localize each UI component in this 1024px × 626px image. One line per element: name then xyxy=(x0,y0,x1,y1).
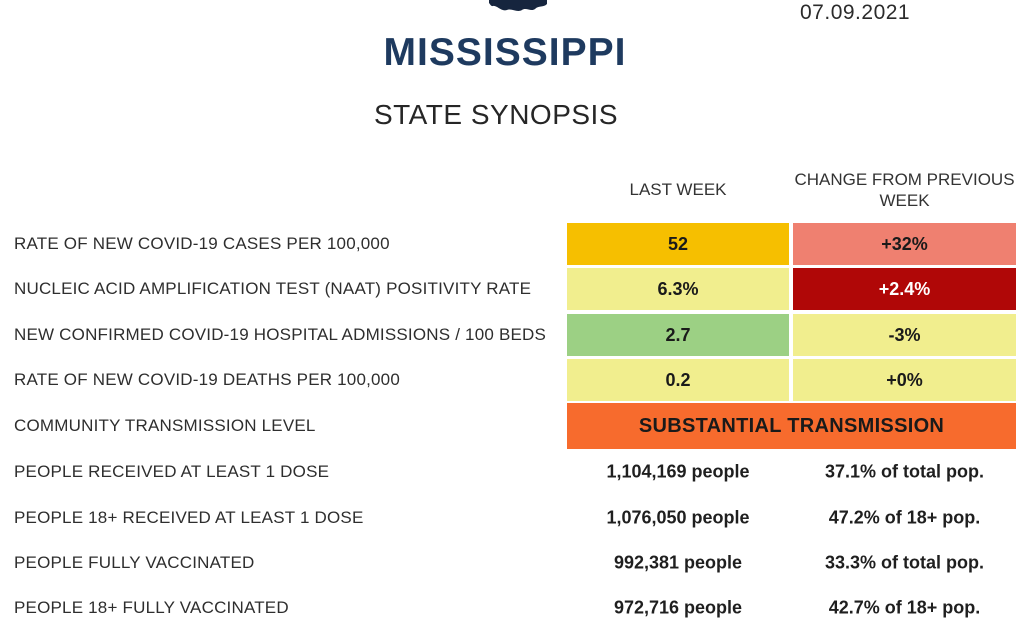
report-date: 07.09.2021 xyxy=(800,1,911,24)
metric-label: NUCLEIC ACID AMPLIFICATION TEST (NAAT) P… xyxy=(14,279,532,298)
report-subtitle: STATE SYNOPSIS xyxy=(373,99,618,130)
vaccination-label: PEOPLE 18+ FULLY VACCINATED xyxy=(14,598,289,617)
metric-row-hospital-admissions: NEW CONFIRMED COVID-19 HOSPITAL ADMISSIO… xyxy=(0,314,1024,356)
last-week-cell: 2.7 xyxy=(567,314,789,356)
state-title: MISSISSIPPI xyxy=(383,31,627,74)
logo-fragment-shape xyxy=(489,0,547,11)
vaccination-count: 1,104,169 people xyxy=(606,461,750,482)
vaccination-row-18plus-1dose: PEOPLE 18+ RECEIVED AT LEAST 1 DOSE 1,07… xyxy=(0,503,1024,533)
vaccination-percent: 33.3% of total pop. xyxy=(824,552,984,573)
transmission-row: COMMUNITY TRANSMISSION LEVEL SUBSTANTIAL… xyxy=(0,403,1024,449)
vaccination-label: PEOPLE FULLY VACCINATED xyxy=(14,553,255,572)
metric-label: RATE OF NEW COVID-19 DEATHS PER 100,000 xyxy=(14,370,400,389)
vaccination-row-fully: PEOPLE FULLY VACCINATED 992,381 people 3… xyxy=(0,548,1024,578)
column-header-last-week: LAST WEEK xyxy=(629,180,727,199)
metric-label: RATE OF NEW COVID-19 CASES PER 100,000 xyxy=(14,234,390,253)
column-header-change: CHANGE FROM PREVIOUS WEEK xyxy=(794,170,1015,210)
vaccination-count: 1,076,050 people xyxy=(606,507,750,528)
vaccination-count: 992,381 people xyxy=(613,552,743,573)
last-week-cell: 0.2 xyxy=(567,359,789,401)
change-cell: -3% xyxy=(793,314,1016,356)
transmission-label: COMMUNITY TRANSMISSION LEVEL xyxy=(14,416,316,435)
vaccination-label: PEOPLE RECEIVED AT LEAST 1 DOSE xyxy=(14,462,330,481)
last-week-cell: 6.3% xyxy=(567,268,789,310)
transmission-level-banner: SUBSTANTIAL TRANSMISSION xyxy=(567,403,1016,449)
vaccination-percent: 37.1% of total pop. xyxy=(824,461,984,482)
vaccination-percent: 47.2% of 18+ pop. xyxy=(828,507,981,528)
state-logo-icon xyxy=(489,0,547,13)
metric-row-deaths: RATE OF NEW COVID-19 DEATHS PER 100,000 … xyxy=(0,359,1024,401)
metric-row-naat-positivity: NUCLEIC ACID AMPLIFICATION TEST (NAAT) P… xyxy=(0,268,1024,310)
change-cell: +0% xyxy=(793,359,1016,401)
metric-label: NEW CONFIRMED COVID-19 HOSPITAL ADMISSIO… xyxy=(14,325,547,344)
change-cell: +2.4% xyxy=(793,268,1016,310)
last-week-cell: 52 xyxy=(567,223,789,265)
change-cell: +32% xyxy=(793,223,1016,265)
vaccination-row-1dose: PEOPLE RECEIVED AT LEAST 1 DOSE 1,104,16… xyxy=(0,457,1024,487)
vaccination-row-18plus-fully: PEOPLE 18+ FULLY VACCINATED 972,716 peop… xyxy=(0,593,1024,623)
vaccination-label: PEOPLE 18+ RECEIVED AT LEAST 1 DOSE xyxy=(14,508,364,527)
metric-row-cases: RATE OF NEW COVID-19 CASES PER 100,000 5… xyxy=(0,223,1024,265)
vaccination-percent: 42.7% of 18+ pop. xyxy=(828,597,981,618)
vaccination-count: 972,716 people xyxy=(613,597,743,618)
